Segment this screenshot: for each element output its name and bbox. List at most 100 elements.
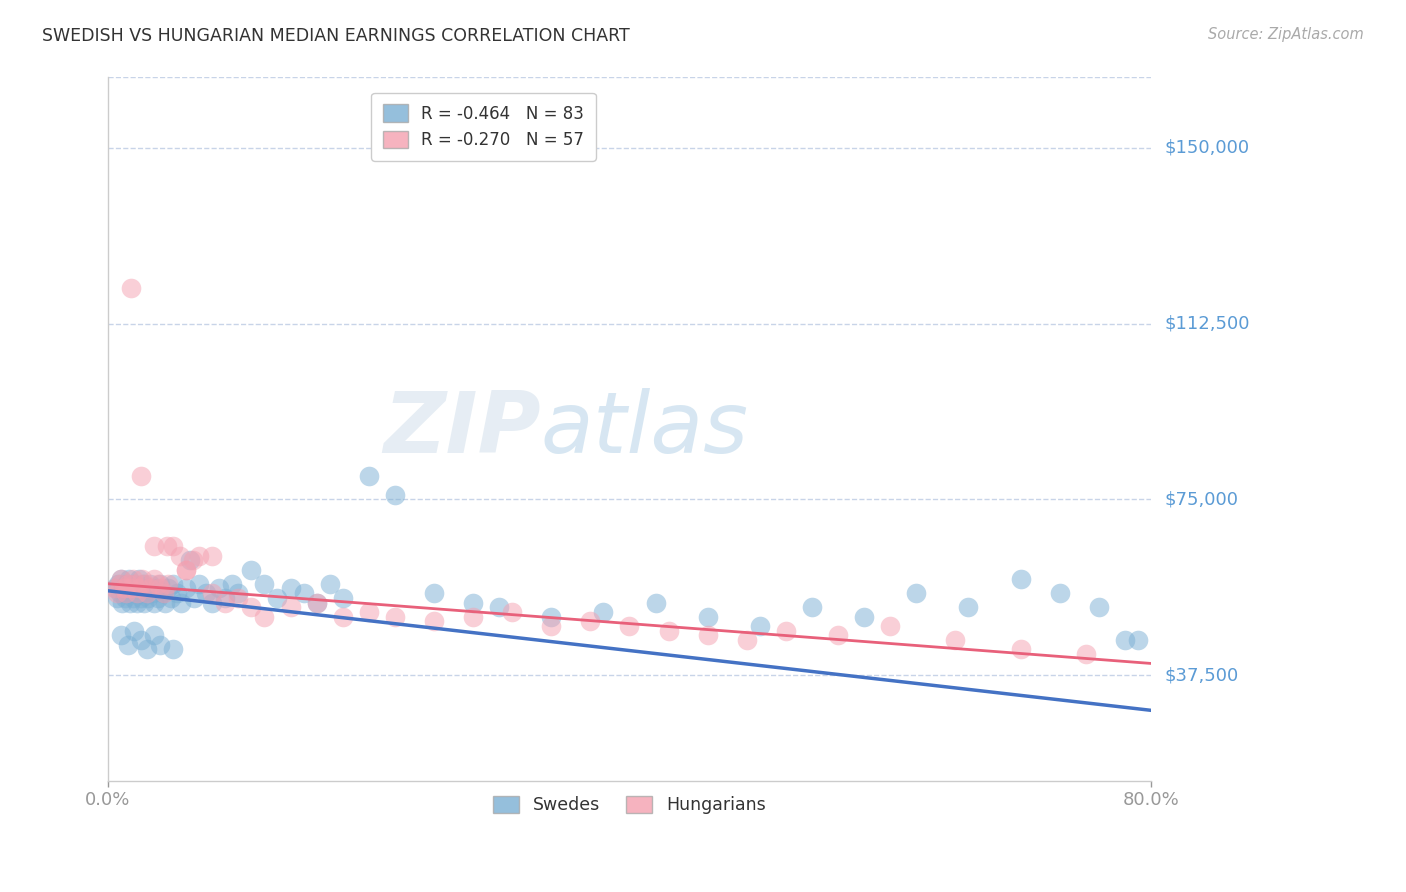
Point [853,609,876,624]
Point [305,595,328,609]
Point [292,586,315,600]
Point [280,582,302,596]
Point [305,595,328,609]
Point [111,595,134,609]
Point [801,600,824,615]
Point [155,595,177,609]
Point [188,549,211,563]
Point [194,586,217,600]
Point [461,595,484,609]
Point [423,586,446,600]
Point [748,619,770,633]
Point [115,586,138,600]
Point [1074,647,1097,661]
Point [145,582,167,596]
Point [1088,600,1111,615]
Point [619,619,641,633]
Text: $37,500: $37,500 [1166,666,1239,684]
Point [253,609,276,624]
Point [142,595,165,609]
Point [592,605,614,619]
Point [501,605,523,619]
Point [153,586,176,600]
Point [121,591,143,605]
Point [134,576,156,591]
Point [132,576,155,591]
Point [166,586,188,600]
Point [253,576,276,591]
Text: ZIP: ZIP [384,387,541,471]
Point [110,572,132,586]
Point [115,576,138,591]
Point [138,591,160,605]
Point [122,624,145,638]
Point [384,609,406,624]
Point [129,632,152,647]
Point [1049,586,1071,600]
Point [162,539,184,553]
Point [138,576,160,591]
Point [120,595,142,609]
Point [1126,632,1149,647]
Point [112,582,135,596]
Point [105,591,128,605]
Point [332,591,354,605]
Text: atlas: atlas [541,387,749,471]
Point [905,586,928,600]
Point [120,281,142,295]
Point [735,632,758,647]
Point [114,591,136,605]
Point [827,628,849,642]
Point [107,576,129,591]
Point [170,595,193,609]
Point [134,595,156,609]
Point [214,591,236,605]
Point [1114,632,1136,647]
Point [117,576,139,591]
Point [128,582,150,596]
Point [162,576,184,591]
Point [384,488,406,502]
Point [122,576,145,591]
Point [131,586,153,600]
Point [775,624,797,638]
Point [159,591,181,605]
Point [423,614,446,628]
Point [280,600,302,615]
Legend: Swedes, Hungarians: Swedes, Hungarians [482,785,776,825]
Point [540,609,562,624]
Point [201,549,224,563]
Point [696,609,718,624]
Point [142,628,165,642]
Point [162,642,184,657]
Point [169,549,191,563]
Point [357,469,380,483]
Point [957,600,980,615]
Point [644,595,666,609]
Point [658,624,681,638]
Point [696,628,718,642]
Point [127,582,149,596]
Point [136,586,159,600]
Point [201,586,224,600]
Point [179,553,201,567]
Point [461,609,484,624]
Point [174,582,197,596]
Point [120,582,142,596]
Point [156,582,179,596]
Point [142,572,165,586]
Point [540,619,562,633]
Point [117,586,139,600]
Point [579,614,602,628]
Point [214,595,236,609]
Point [125,595,148,609]
Point [124,586,146,600]
Point [146,591,169,605]
Point [228,586,250,600]
Point [117,638,139,652]
Point [128,572,150,586]
Point [318,576,340,591]
Text: $75,000: $75,000 [1166,491,1239,508]
Point [332,609,354,624]
Point [945,632,967,647]
